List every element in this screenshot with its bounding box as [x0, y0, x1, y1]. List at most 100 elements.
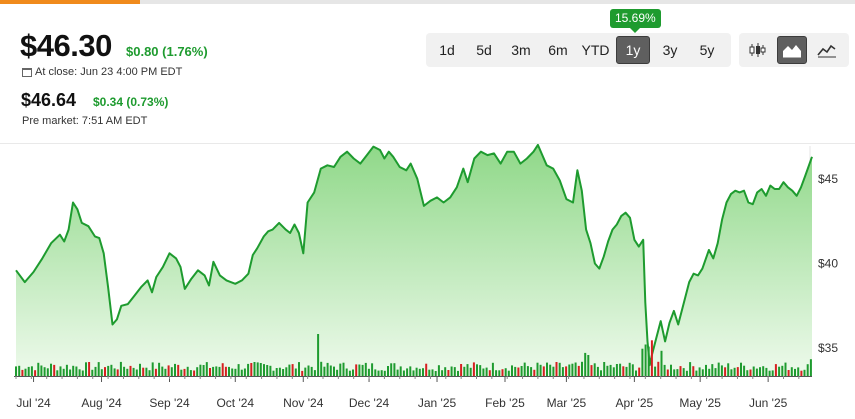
volume-bar: [692, 366, 695, 376]
volume-bar: [380, 370, 383, 376]
volume-bar: [72, 365, 75, 376]
x-tick-label: Apr '25: [616, 396, 654, 410]
volume-bar: [53, 364, 56, 376]
volume-bar: [396, 369, 399, 376]
volume-bar: [755, 368, 758, 376]
range-button-1y[interactable]: 1y: [616, 36, 650, 64]
volume-bar: [663, 364, 666, 376]
x-tick-label: Sep '24: [149, 396, 190, 410]
volume-bar: [339, 363, 342, 376]
volume-bar: [119, 361, 122, 376]
volume-bar: [660, 350, 663, 376]
range-button-ytd[interactable]: YTD: [581, 42, 610, 58]
volume-bar: [520, 366, 523, 376]
volume-bar: [530, 367, 533, 376]
volume-bar: [689, 362, 692, 376]
volume-bar: [180, 369, 183, 376]
volume-bar: [15, 366, 17, 376]
last-price: $46.30: [20, 28, 112, 63]
volume-bar: [701, 369, 704, 376]
volume-bar: [476, 364, 478, 376]
range-button-5d[interactable]: 5d: [476, 42, 492, 58]
candlestick-chart-button[interactable]: [742, 36, 773, 64]
volume-bar: [189, 370, 192, 376]
volume-bar: [809, 359, 812, 376]
volume-bar: [186, 366, 189, 376]
range-button-1d[interactable]: 1d: [439, 42, 455, 58]
volume-bar: [705, 364, 707, 376]
volume-bar: [342, 362, 345, 376]
volume-bar: [358, 364, 361, 376]
volume-bar: [298, 362, 300, 376]
volume-bar: [606, 365, 609, 376]
volume-bar: [444, 367, 447, 376]
volume-bar: [367, 368, 370, 376]
volume-bar: [202, 365, 205, 376]
range-button-6m[interactable]: 6m: [548, 42, 568, 58]
range-button-3m[interactable]: 3m: [511, 42, 531, 58]
volume-bar: [142, 367, 145, 376]
top-rule-accent: [0, 0, 140, 4]
x-tick-label: May '25: [679, 396, 721, 410]
volume-bar: [148, 370, 151, 376]
volume-bar: [768, 370, 771, 376]
volume-bar: [237, 364, 240, 376]
line-chart-button[interactable]: [811, 36, 842, 64]
volume-bar: [145, 367, 148, 376]
volume-bar: [784, 362, 787, 376]
volume-bar: [167, 365, 170, 376]
volume-bar: [282, 369, 285, 376]
volume-bar: [463, 366, 466, 376]
x-axis-ticks: Jul '24 Aug '24 Sep '24 Oct '24 Nov '24 Dec '…: [15, 376, 800, 410]
volume-bar: [91, 369, 94, 376]
volume-bar: [434, 371, 437, 376]
volume-bar: [221, 363, 224, 376]
calendar-icon: [22, 67, 32, 77]
volume-bar: [679, 366, 682, 376]
volume-bar: [294, 368, 297, 376]
volume-bar: [552, 366, 555, 376]
volume-bar: [457, 370, 459, 376]
volume-bar: [199, 364, 202, 376]
top-progress-rule: [0, 0, 855, 4]
x-tick-label: Jan '25: [418, 396, 457, 410]
range-button-3y[interactable]: 3y: [662, 42, 678, 58]
volume-bar: [587, 355, 590, 376]
volume-bar: [170, 367, 173, 376]
volume-bar: [139, 363, 141, 376]
volume-bar: [638, 367, 641, 376]
volume-bar: [596, 366, 599, 376]
volume-bar: [65, 364, 68, 376]
y-tick-label: $40: [818, 257, 838, 271]
volume-bar: [94, 366, 97, 376]
volume-bar: [275, 368, 278, 376]
area-chart-button[interactable]: [776, 36, 808, 64]
volume-bar: [278, 367, 281, 376]
price-line: [15, 144, 813, 367]
x-tick-label: Oct '24: [216, 396, 254, 410]
volume-bar: [561, 367, 564, 376]
volume-bar: [196, 367, 199, 376]
volume-bar: [673, 369, 676, 376]
volume-bar: [485, 367, 488, 376]
volume-bar: [301, 370, 304, 376]
volume-bar: [158, 362, 161, 376]
volume-bar: [212, 366, 215, 376]
volume-bar: [730, 369, 733, 376]
volume-bar: [644, 344, 647, 376]
volume-bar: [46, 368, 49, 376]
volume-bar: [304, 367, 307, 376]
volume-bar: [482, 368, 485, 376]
volume-bar: [234, 368, 237, 376]
range-button-5y[interactable]: 5y: [699, 42, 715, 58]
volume-bar: [30, 366, 33, 376]
volume-bar: [641, 348, 644, 376]
volume-bar: [743, 365, 746, 376]
volume-bar: [615, 364, 618, 376]
volume-bar: [625, 366, 628, 376]
volume-bar: [778, 366, 781, 376]
volume-bar: [310, 366, 313, 376]
volume-bar: [348, 370, 351, 376]
volume-bar: [571, 363, 574, 376]
line-chart-icon: [817, 44, 836, 58]
